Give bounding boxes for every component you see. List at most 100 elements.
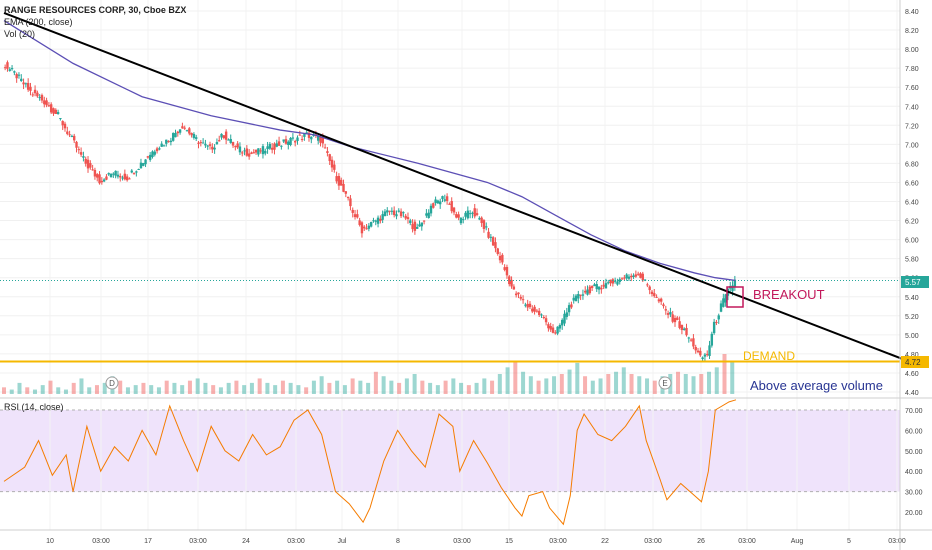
price-tick-label: 7.00 <box>905 142 919 149</box>
volume-bar <box>350 378 355 394</box>
demand-label: DEMAND <box>743 349 795 363</box>
candle-body <box>439 201 442 205</box>
candle-body <box>197 142 200 144</box>
candle-body <box>584 290 587 293</box>
time-tick-label: 8 <box>396 538 400 545</box>
volume-bar <box>296 385 301 394</box>
candle-body <box>450 201 453 212</box>
candle-body <box>632 275 635 277</box>
candle-body <box>413 221 417 231</box>
candle-body <box>570 304 573 308</box>
volume-bar <box>552 376 557 394</box>
volume-bar <box>265 382 270 394</box>
candle-body <box>376 217 380 224</box>
candle-body <box>496 248 499 254</box>
candle-body <box>733 279 737 288</box>
candle-body <box>600 287 603 290</box>
rsi-tick-label: 20.00 <box>905 510 923 517</box>
candle-body <box>717 315 720 320</box>
candle-body <box>669 312 672 315</box>
candle-body <box>243 150 246 152</box>
candle-body <box>287 141 290 145</box>
volume-bar <box>280 380 285 394</box>
time-tick-label: 17 <box>144 538 152 545</box>
candle-body <box>146 156 150 158</box>
candle-body <box>211 146 214 150</box>
candle-body <box>188 128 191 134</box>
event-marker-dividend[interactable]: D <box>105 376 119 390</box>
candle-body <box>531 308 534 312</box>
candle-body <box>178 129 182 133</box>
rsi-tick-label: 50.00 <box>905 449 923 456</box>
candle-body <box>415 226 419 229</box>
candle-body <box>84 158 87 164</box>
candle-body <box>399 211 403 217</box>
candle-body <box>77 149 81 151</box>
candle-body <box>432 203 435 208</box>
candle-body <box>165 139 168 144</box>
candle-body <box>613 280 617 282</box>
candle-body <box>264 150 267 154</box>
volume-bars <box>2 354 735 394</box>
price-tick-label: 7.60 <box>905 85 919 92</box>
candle-body <box>390 210 394 212</box>
candle-body <box>351 209 354 213</box>
candle-body <box>102 179 106 182</box>
candle-body <box>588 286 592 294</box>
candle-body <box>307 132 311 138</box>
candle-body <box>208 144 212 146</box>
candle-body <box>485 226 488 228</box>
candle-body <box>346 196 350 199</box>
volume-bar <box>342 385 347 394</box>
candle-body <box>8 69 11 71</box>
candle-body <box>533 306 536 312</box>
candle-body <box>630 275 633 278</box>
candle-body <box>123 173 127 180</box>
candle-body <box>379 218 382 222</box>
volume-bar <box>606 374 611 394</box>
candle-body <box>162 145 166 147</box>
candle-body <box>49 104 53 113</box>
candle-body <box>526 303 529 308</box>
candle-body <box>487 231 490 238</box>
candle-body <box>158 148 161 150</box>
candle-body <box>319 136 322 143</box>
candle-body <box>547 324 550 329</box>
candle-body <box>63 123 67 129</box>
candle-body <box>561 319 564 326</box>
candle-body <box>418 224 421 227</box>
candle-body <box>685 327 688 336</box>
volume-bar <box>428 382 433 394</box>
price-axis[interactable]: 4.404.604.805.005.205.405.605.806.006.20… <box>905 9 923 517</box>
candle-body <box>471 212 474 214</box>
event-marker-earnings[interactable]: E <box>658 376 672 390</box>
candle-body <box>89 163 92 168</box>
rsi-band <box>0 410 900 492</box>
volume-bar <box>195 378 200 394</box>
candle-body <box>491 237 495 246</box>
candle-body <box>604 283 608 289</box>
candle-body <box>478 218 481 220</box>
volume-bar <box>2 387 6 394</box>
candle-body <box>45 100 48 106</box>
time-axis[interactable]: 10 03:00 17 03:00 24 03:00 Jul 8 03:00 15 03:00 22 0… <box>46 538 906 545</box>
candle-body <box>367 225 371 229</box>
candle-body <box>607 282 610 284</box>
candle-body <box>609 279 612 284</box>
candle-body <box>231 142 235 146</box>
candle-body <box>96 174 99 178</box>
candle-body <box>466 210 470 219</box>
candle-body <box>420 222 423 227</box>
candle-body <box>427 212 430 219</box>
volume-bar <box>187 380 192 394</box>
candle-body <box>641 273 644 281</box>
candle-body <box>593 284 596 287</box>
candle-body <box>241 152 244 154</box>
candle-body <box>429 205 433 214</box>
time-tick-label: 03:00 <box>644 538 662 545</box>
candle-body <box>383 211 387 217</box>
candle-body <box>459 217 463 224</box>
price-tick-label: 5.20 <box>905 314 919 321</box>
candle-body <box>358 220 361 225</box>
